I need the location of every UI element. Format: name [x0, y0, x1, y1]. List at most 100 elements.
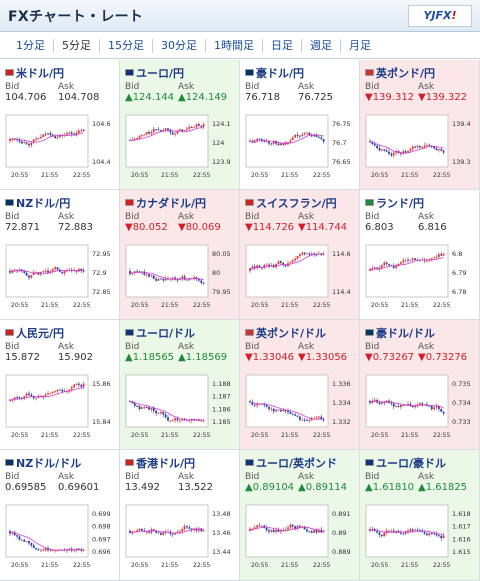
- candle-body: [23, 271, 26, 273]
- candlestick-chart[interactable]: 0.735 0.734 0.733 20:55 21:55 22:55: [364, 371, 476, 441]
- pair-name[interactable]: 英ポンド/円: [365, 65, 435, 81]
- bid-value: ▲0.89104: [245, 482, 295, 493]
- candlestick-chart[interactable]: 1.188 1.187 1.186 1.185 20:55 21:55 22:55: [124, 371, 236, 441]
- tab-timeframe[interactable]: 週足: [302, 38, 341, 53]
- currency-pair-card[interactable]: 英ポンド/円 Bid Ask ▼139.312 ▼139.322 139.4 139.3 20…: [360, 60, 480, 190]
- candle-body: [143, 134, 146, 136]
- flag-icon: [5, 329, 14, 336]
- candlestick-chart[interactable]: 124.1 124 123.9 20:55 21:55 22:55: [124, 111, 236, 181]
- tab-timeframe[interactable]: 1分足: [8, 38, 54, 53]
- y-tick-label: 0.696: [92, 548, 111, 556]
- candle-body: [152, 529, 155, 531]
- candle-body: [407, 150, 409, 153]
- ask-label: Ask: [298, 342, 315, 352]
- pair-name[interactable]: ランド/円: [365, 195, 424, 211]
- tab-timeframe[interactable]: 月足: [349, 38, 371, 52]
- candle-body: [178, 531, 181, 533]
- flag-icon: [125, 199, 134, 206]
- currency-pair-card[interactable]: ランド/円 Bid Ask 6.803 6.816 6.8 6.79 6.78 20:55 21:…: [360, 190, 480, 320]
- tab-timeframe[interactable]: 1時間足: [206, 38, 263, 53]
- moving-average-line: [249, 526, 324, 532]
- y-tick-label: 0.697: [92, 535, 111, 543]
- currency-pair-card[interactable]: 英ポンド/ドル Bid Ask ▼1.33046 ▼1.33056 1.336 1.334 1…: [240, 320, 360, 450]
- pair-name-label: ユーロ/円: [136, 67, 185, 80]
- pair-name[interactable]: ユーロ/英ポンド: [245, 455, 337, 471]
- tab-timeframe[interactable]: 日足: [263, 38, 302, 53]
- candle-body: [421, 147, 424, 149]
- ask-value: ▲1.18569: [178, 352, 228, 363]
- candle-body: [164, 414, 167, 418]
- candle-body: [385, 150, 388, 152]
- candle-body: [148, 274, 150, 277]
- candle-body: [32, 545, 35, 548]
- pair-name[interactable]: スイスフラン/円: [245, 195, 337, 211]
- x-tick-label: 21:55: [401, 562, 418, 569]
- bid-label: Bid: [245, 472, 260, 482]
- candlestick-chart[interactable]: 0.699 0.698 0.697 0.696 20:55 21:55 22:55: [4, 501, 116, 571]
- tab-timeframe[interactable]: 30分足: [153, 38, 206, 53]
- chart-svg: 124.1 124 123.9 20:55 21:55 22:55: [125, 114, 231, 179]
- pair-name[interactable]: ユーロ/円: [125, 65, 184, 81]
- candlestick-chart[interactable]: 15.86 15.84 20:55 21:55 22:55: [4, 371, 116, 441]
- candle-body: [42, 134, 45, 137]
- candle-body: [178, 129, 181, 131]
- candle-body: [9, 531, 11, 534]
- candlestick-chart[interactable]: 114.6 114.4 20:55 21:55 22:55: [244, 241, 356, 311]
- candle-body: [9, 271, 11, 273]
- candle-body: [171, 277, 174, 279]
- pair-name[interactable]: 豪ドル/円: [245, 65, 304, 81]
- currency-pair-card[interactable]: NZドル/円 Bid Ask 72.871 72.883 72.95 72.9 72.85 20…: [0, 190, 120, 320]
- currency-pair-card[interactable]: ユーロ/英ポンド Bid Ask ▲0.89104 ▲0.89114 0.891 0.89 0…: [240, 450, 360, 581]
- candlestick-chart[interactable]: 76.75 76.7 76.65 20:55 21:55 22:55: [244, 111, 356, 181]
- flag-icon: [125, 459, 134, 466]
- candle-body: [402, 405, 405, 406]
- pair-name[interactable]: 英ポンド/ドル: [245, 325, 326, 341]
- candle-body: [282, 143, 285, 145]
- currency-pair-card[interactable]: 人民元/円 Bid Ask 15.872 15.902 15.86 15.84 20:55 21…: [0, 320, 120, 450]
- currency-pair-card[interactable]: 香港ドル/円 Bid Ask 13.492 13.522 13.48 13.46 13.44 2…: [120, 450, 240, 581]
- currency-pair-card[interactable]: 豪ドル/ドル Bid Ask ▼0.73267 ▼0.73276 0.735 0.734 0.…: [360, 320, 480, 450]
- pair-name[interactable]: 米ドル/円: [5, 65, 64, 81]
- candlestick-chart[interactable]: 6.8 6.79 6.78 20:55 21:55 22:55: [364, 241, 476, 311]
- candlestick-chart[interactable]: 1.618 1.617 1.616 1.615 20:55 21:55 22:55: [364, 501, 476, 571]
- y-tick-label: 0.734: [452, 399, 471, 407]
- bid-value: 15.872: [5, 352, 40, 363]
- candle-body: [397, 530, 400, 533]
- pair-name[interactable]: 人民元/円: [5, 325, 64, 341]
- pair-name[interactable]: NZドル/円: [5, 195, 70, 211]
- candlestick-chart[interactable]: 80.05 80 79.95 20:55 21:55 22:55: [124, 241, 236, 311]
- candle-body: [390, 153, 393, 156]
- x-tick-label: 20:55: [131, 562, 148, 569]
- candle-body: [373, 267, 376, 269]
- candle-body: [148, 531, 150, 533]
- currency-pair-card[interactable]: ユーロ/豪ドル Bid Ask ▲1.61810 ▲1.61825 1.618 1.617 1…: [360, 450, 480, 581]
- bid-value: 76.718: [245, 92, 280, 103]
- currency-pair-card[interactable]: スイスフラン/円 Bid Ask ▼114.726 ▼114.744 114.6 114.4…: [240, 190, 360, 320]
- currency-pair-card[interactable]: 米ドル/円 Bid Ask 104.706 104.708 104.6 104.4 20:55…: [0, 60, 120, 190]
- pair-name[interactable]: 豪ドル/ドル: [365, 325, 435, 341]
- pair-name[interactable]: 香港ドル/円: [125, 455, 195, 471]
- candle-body: [80, 549, 83, 551]
- candlestick-chart[interactable]: 72.95 72.9 72.85 20:55 21:55 22:55: [4, 241, 116, 311]
- pair-name[interactable]: カナダドル/円: [125, 195, 206, 211]
- candlestick-chart[interactable]: 1.336 1.334 1.332 20:55 21:55 22:55: [244, 371, 356, 441]
- tab-timeframe[interactable]: 5分足: [54, 38, 100, 53]
- currency-pair-card[interactable]: ユーロ/ドル Bid Ask ▲1.18565 ▲1.18569 1.188 1.187 1.…: [120, 320, 240, 450]
- currency-pair-card[interactable]: ユーロ/円 Bid Ask ▲124.144 ▲124.149 124.1 124 123.9…: [120, 60, 240, 190]
- currency-pair-card[interactable]: NZドル/ドル Bid Ask 0.69585 0.69601 0.699 0.698 0.6…: [0, 450, 120, 581]
- candlestick-chart[interactable]: 139.4 139.3 20:55 21:55 22:55: [364, 111, 476, 181]
- candlestick-chart[interactable]: 0.891 0.89 0.889 20:55 21:55 22:55: [244, 501, 356, 571]
- candle-body: [380, 265, 383, 268]
- candlestick-chart[interactable]: 13.48 13.46 13.44 20:55 21:55 22:55: [124, 501, 236, 571]
- candle-body: [143, 407, 146, 408]
- pair-name[interactable]: ユーロ/ドル: [125, 325, 195, 341]
- candlestick-chart[interactable]: 104.6 104.4 20:55 21:55 22:55: [4, 111, 116, 181]
- brand-logo[interactable]: YJFX!: [408, 5, 472, 27]
- x-tick-label: 21:55: [401, 172, 418, 179]
- tab-timeframe[interactable]: 15分足: [100, 38, 153, 53]
- pair-name[interactable]: ユーロ/豪ドル: [365, 455, 446, 471]
- pair-name[interactable]: NZドル/ドル: [5, 455, 81, 471]
- candle-body: [435, 534, 438, 536]
- currency-pair-card[interactable]: カナダドル/円 Bid Ask ▼80.052 ▼80.069 80.05 80 79.95 2…: [120, 190, 240, 320]
- currency-pair-card[interactable]: 豪ドル/円 Bid Ask 76.718 76.725 76.75 76.7 76.65 20:…: [240, 60, 360, 190]
